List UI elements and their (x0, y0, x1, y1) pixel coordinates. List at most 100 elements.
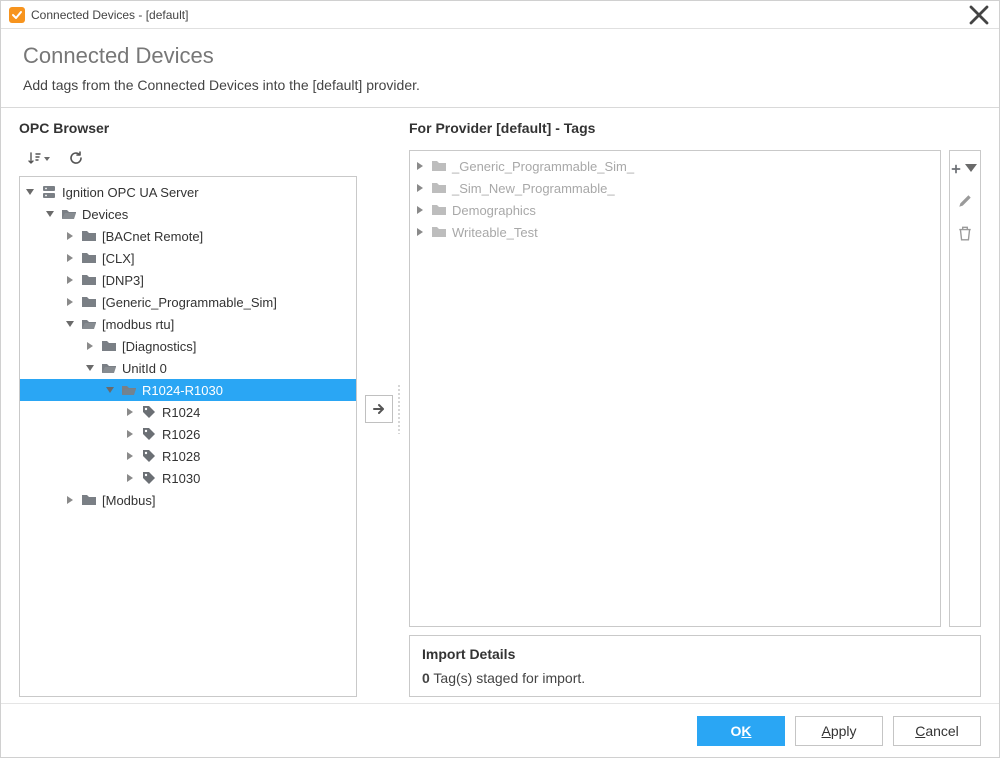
import-suffix: Tag(s) staged for import. (430, 670, 585, 686)
tree-node-modbus-rtu[interactable]: [modbus rtu] (20, 313, 356, 335)
tree-label: R1030 (162, 471, 208, 486)
expand-toggle[interactable] (63, 229, 77, 243)
expand-toggle[interactable] (83, 339, 97, 353)
folder-open-icon (100, 359, 118, 377)
cancel-rest: ancel (925, 723, 958, 739)
tree-label: Demographics (452, 203, 544, 218)
tree-label: UnitId 0 (122, 361, 175, 376)
tree-node-tag[interactable]: R1024 (20, 401, 356, 423)
tree-label: Ignition OPC UA Server (62, 185, 207, 200)
provider-item[interactable]: _Generic_Programmable_Sim_ (410, 155, 940, 177)
tree-label: Writeable_Test (452, 225, 546, 240)
tree-node[interactable]: [DNP3] (20, 269, 356, 291)
tag-icon (140, 469, 158, 487)
folder-open-icon (60, 205, 78, 223)
tree-node-tag[interactable]: R1028 (20, 445, 356, 467)
tree-node-server[interactable]: Ignition OPC UA Server (20, 181, 356, 203)
tree-node[interactable]: [CLX] (20, 247, 356, 269)
provider-wrap: _Generic_Programmable_Sim_ _Sim_New_Prog… (409, 150, 981, 627)
folder-icon (430, 201, 448, 219)
delete-button[interactable] (951, 223, 979, 243)
ok-underline: K (741, 723, 751, 739)
provider-panel-title: For Provider [default] - Tags (409, 120, 981, 136)
sort-button[interactable] (23, 148, 55, 168)
provider-item[interactable]: Writeable_Test (410, 221, 940, 243)
opc-panel-title: OPC Browser (19, 120, 357, 136)
expand-toggle[interactable] (63, 317, 77, 331)
body: OPC Browser Ignition OPC UA Server (1, 108, 999, 703)
tree-node[interactable]: [BACnet Remote] (20, 225, 356, 247)
tree-label: _Sim_New_Programmable_ (452, 181, 623, 196)
titlebar: Connected Devices - [default] (1, 1, 999, 29)
tree-node-unit0[interactable]: UnitId 0 (20, 357, 356, 379)
ok-prefix: O (730, 723, 741, 739)
tree-node[interactable]: [Modbus] (20, 489, 356, 511)
header-pane: Connected Devices Add tags from the Conn… (1, 29, 999, 108)
cancel-button[interactable]: Cancel (893, 716, 981, 746)
tree-label: [Modbus] (102, 493, 163, 508)
opc-tree[interactable]: Ignition OPC UA Server Devices [BACnet R… (19, 176, 357, 697)
import-details-title: Import Details (422, 646, 968, 662)
expand-toggle[interactable] (123, 427, 137, 441)
expand-toggle[interactable] (123, 449, 137, 463)
expand-toggle[interactable] (43, 207, 57, 221)
expand-toggle[interactable] (413, 203, 427, 217)
expand-toggle[interactable] (63, 273, 77, 287)
add-button[interactable] (951, 159, 979, 179)
expand-toggle[interactable] (413, 159, 427, 173)
opc-toolbar (23, 146, 357, 170)
edit-button[interactable] (951, 191, 979, 211)
folder-icon (80, 227, 98, 245)
tree-label: Devices (82, 207, 136, 222)
folder-icon (80, 293, 98, 311)
tree-label: [Diagnostics] (122, 339, 204, 354)
tree-label: R1024-R1030 (142, 383, 231, 398)
folder-icon (80, 249, 98, 267)
expand-toggle[interactable] (23, 185, 37, 199)
tree-label: [BACnet Remote] (102, 229, 211, 244)
expand-toggle[interactable] (63, 493, 77, 507)
expand-toggle[interactable] (123, 471, 137, 485)
page-title: Connected Devices (23, 43, 977, 69)
tree-node[interactable]: [Generic_Programmable_Sim] (20, 291, 356, 313)
splitter-grip-icon[interactable] (397, 384, 401, 434)
import-details-line: 0 Tag(s) staged for import. (422, 670, 968, 686)
tree-label: [modbus rtu] (102, 317, 182, 332)
tree-label: [Generic_Programmable_Sim] (102, 295, 285, 310)
opc-browser-panel: OPC Browser Ignition OPC UA Server (19, 120, 357, 697)
expand-toggle[interactable] (103, 383, 117, 397)
tree-node[interactable]: [Diagnostics] (20, 335, 356, 357)
folder-icon (100, 337, 118, 355)
expand-toggle[interactable] (413, 181, 427, 195)
page-subtitle: Add tags from the Connected Devices into… (23, 77, 977, 93)
folder-icon (430, 179, 448, 197)
refresh-button[interactable] (63, 148, 89, 168)
tree-node-devices[interactable]: Devices (20, 203, 356, 225)
window-close-button[interactable] (967, 3, 991, 27)
provider-item[interactable]: _Sim_New_Programmable_ (410, 177, 940, 199)
expand-toggle[interactable] (63, 251, 77, 265)
tree-node-range-selected[interactable]: R1024-R1030 (20, 379, 356, 401)
window-title: Connected Devices - [default] (31, 8, 967, 22)
side-toolbar (949, 150, 981, 627)
cancel-underline: C (915, 723, 925, 739)
apply-button[interactable]: Apply (795, 716, 883, 746)
tree-label: R1026 (162, 427, 208, 442)
expand-toggle[interactable] (83, 361, 97, 375)
import-count: 0 (422, 670, 430, 686)
expand-toggle[interactable] (413, 225, 427, 239)
tree-label: [DNP3] (102, 273, 152, 288)
tree-node-tag[interactable]: R1026 (20, 423, 356, 445)
provider-item[interactable]: Demographics (410, 199, 940, 221)
provider-tree[interactable]: _Generic_Programmable_Sim_ _Sim_New_Prog… (409, 150, 941, 627)
expand-toggle[interactable] (123, 405, 137, 419)
caret-down-icon (43, 151, 51, 166)
tree-label: R1028 (162, 449, 208, 464)
tree-node-tag[interactable]: R1030 (20, 467, 356, 489)
transfer-right-button[interactable] (365, 395, 393, 423)
ok-button[interactable]: OK (697, 716, 785, 746)
caret-down-icon (963, 160, 979, 179)
expand-toggle[interactable] (63, 295, 77, 309)
folder-icon (430, 223, 448, 241)
server-icon (40, 183, 58, 201)
